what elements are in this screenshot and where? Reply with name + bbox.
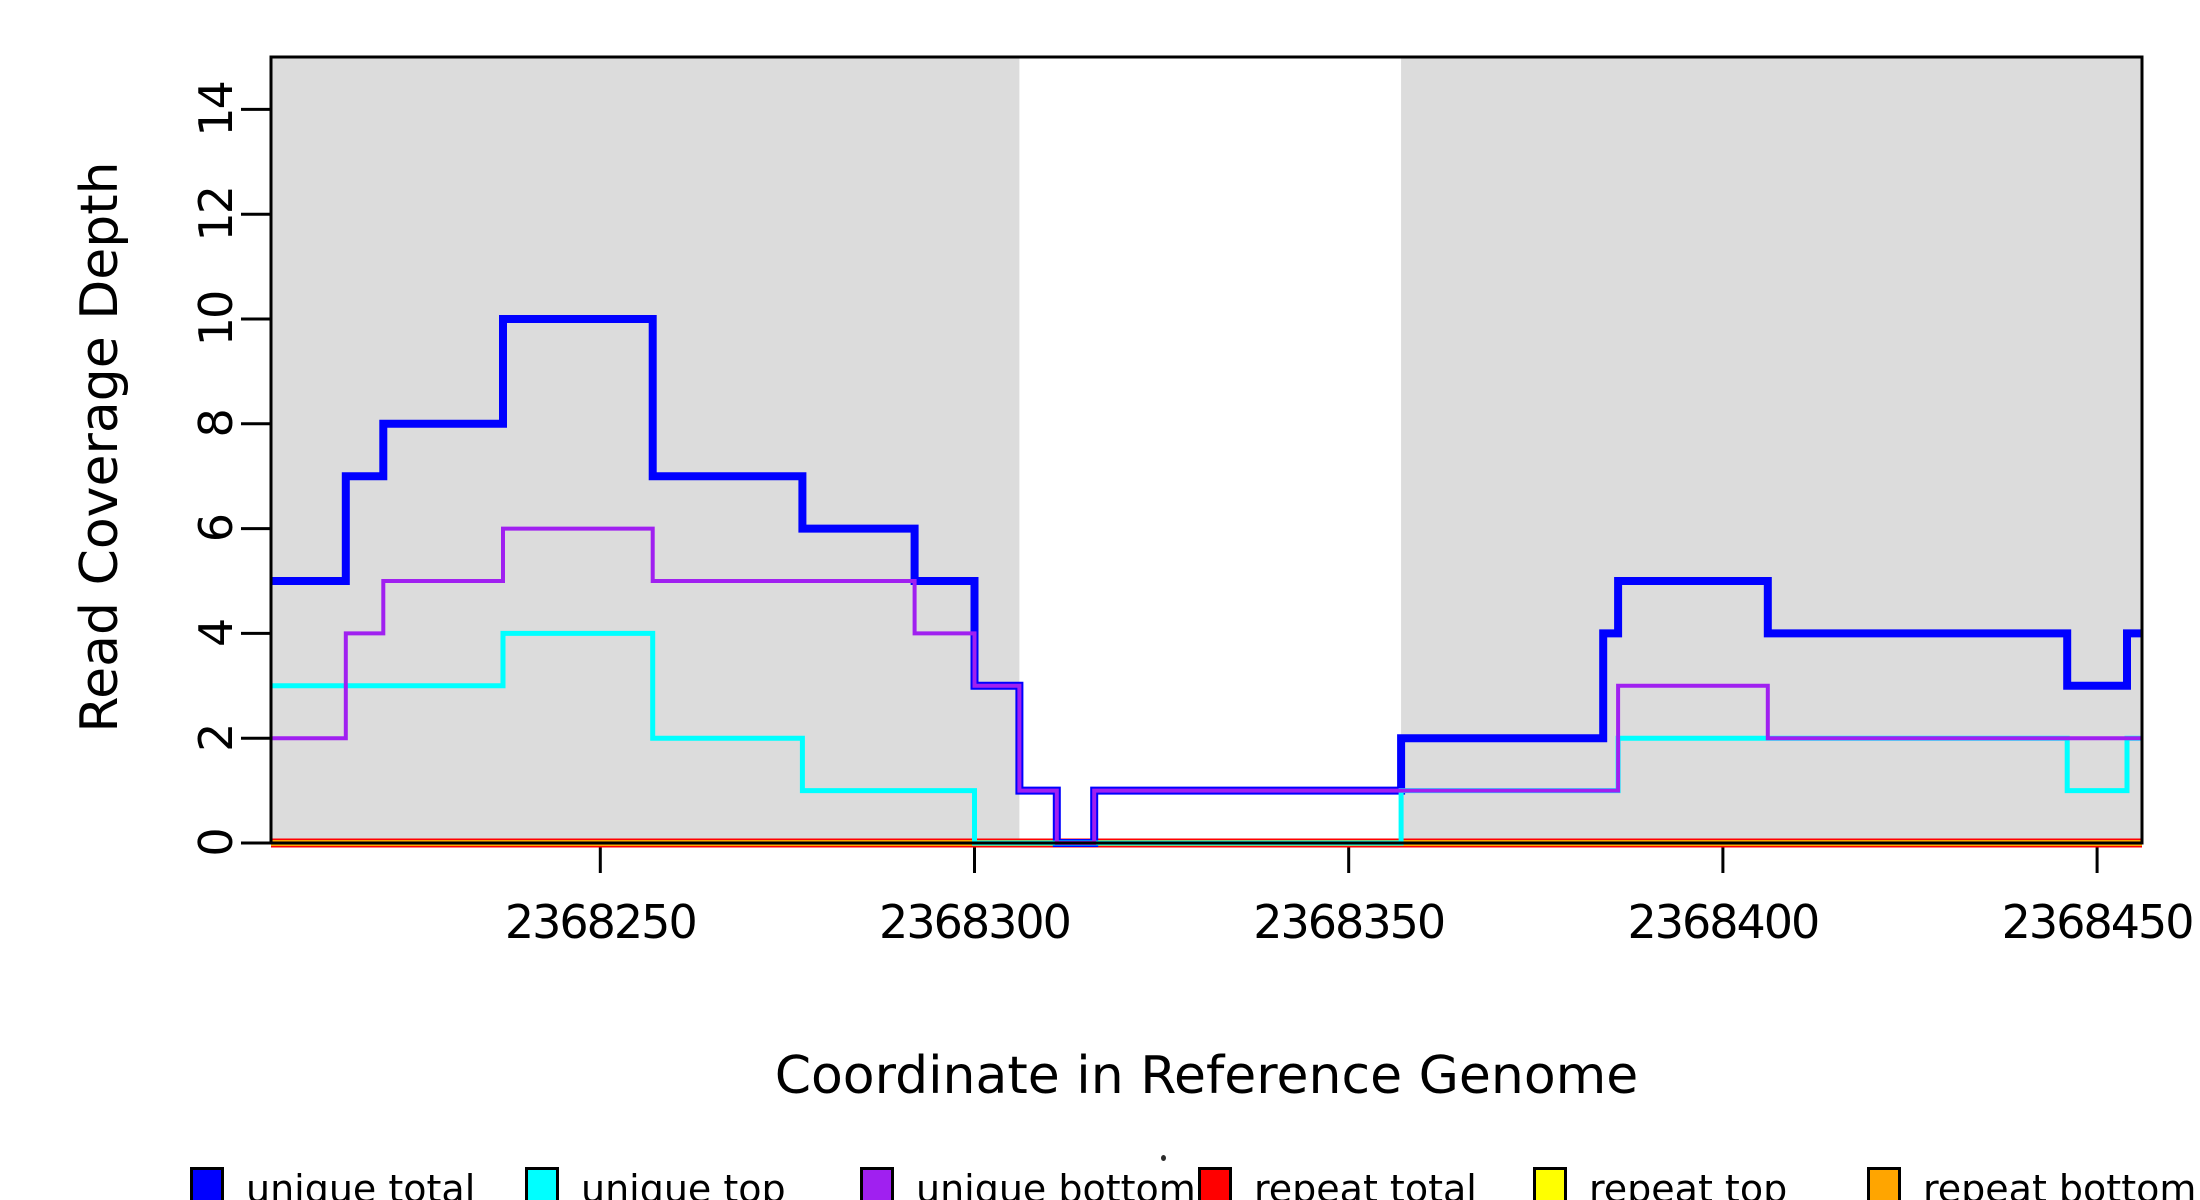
x-tick-label: 2368300 [879,895,1070,949]
shaded-region [271,57,1020,843]
x-tick-label: 2368250 [505,895,696,949]
plot-box [269,55,2144,845]
y-tick-label: 8 [189,410,243,437]
series-unique-bottom [271,526,2142,845]
y-tick-label: 0 [189,829,243,856]
y-tick-label: 14 [189,82,243,137]
y-tick-label: 2 [189,725,243,752]
y-tick-label: 12 [189,187,243,242]
x-axis-title: Coordinate in Reference Genome [774,1046,1639,1106]
shaded-region [1401,57,2142,843]
y-tick-label: 6 [189,515,243,542]
y-axis-title: Read Coverage Depth [70,161,130,733]
y-tick-label: 4 [189,620,243,647]
x-tick-label: 2368450 [2002,895,2193,949]
y-tick-label: 10 [189,292,243,347]
x-tick-label: 2368400 [1627,895,1818,949]
x-tick-label: 2368350 [1253,895,1444,949]
stray-mark [1161,1155,1166,1161]
